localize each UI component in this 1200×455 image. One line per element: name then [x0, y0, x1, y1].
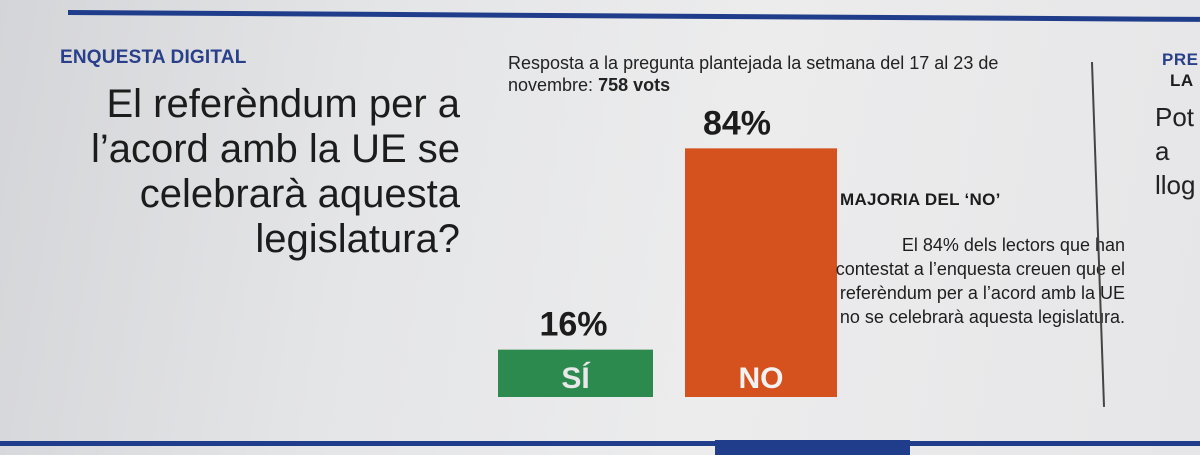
- result-summary: El 84% dels lectors que han contestat a …: [835, 235, 1125, 327]
- poll-intro: Resposta a la pregunta plantejada la set…: [508, 52, 1048, 96]
- bar-category-label: NO: [739, 362, 784, 395]
- bar-no: [685, 148, 837, 397]
- bar-si: [498, 349, 653, 397]
- bar-value-label: 84%: [703, 104, 771, 142]
- next-column-subkicker: LA: [1170, 71, 1194, 90]
- bottom-block: [715, 440, 910, 455]
- top-rule: [67, 10, 1200, 22]
- next-column-kicker: PRE: [1162, 50, 1199, 69]
- poll-intro-text: Resposta a la pregunta plantejada la set…: [508, 53, 999, 95]
- bottom-rule: [0, 441, 1200, 446]
- bar-value-label: 16%: [539, 306, 607, 344]
- next-column-text: Pot a llog: [1155, 102, 1196, 200]
- vote-count: 758 vots: [598, 75, 671, 95]
- result-heading: MAJORIA DEL ‘NO’: [840, 190, 1001, 209]
- section-label: ENQUESTA DIGITAL: [60, 47, 247, 68]
- bar-category-label: SÍ: [561, 361, 590, 395]
- poll-chart: SÍ 16% NO 84%: [498, 104, 837, 397]
- poll-question: El referèndum per a l’acord amb la UE se…: [90, 82, 460, 261]
